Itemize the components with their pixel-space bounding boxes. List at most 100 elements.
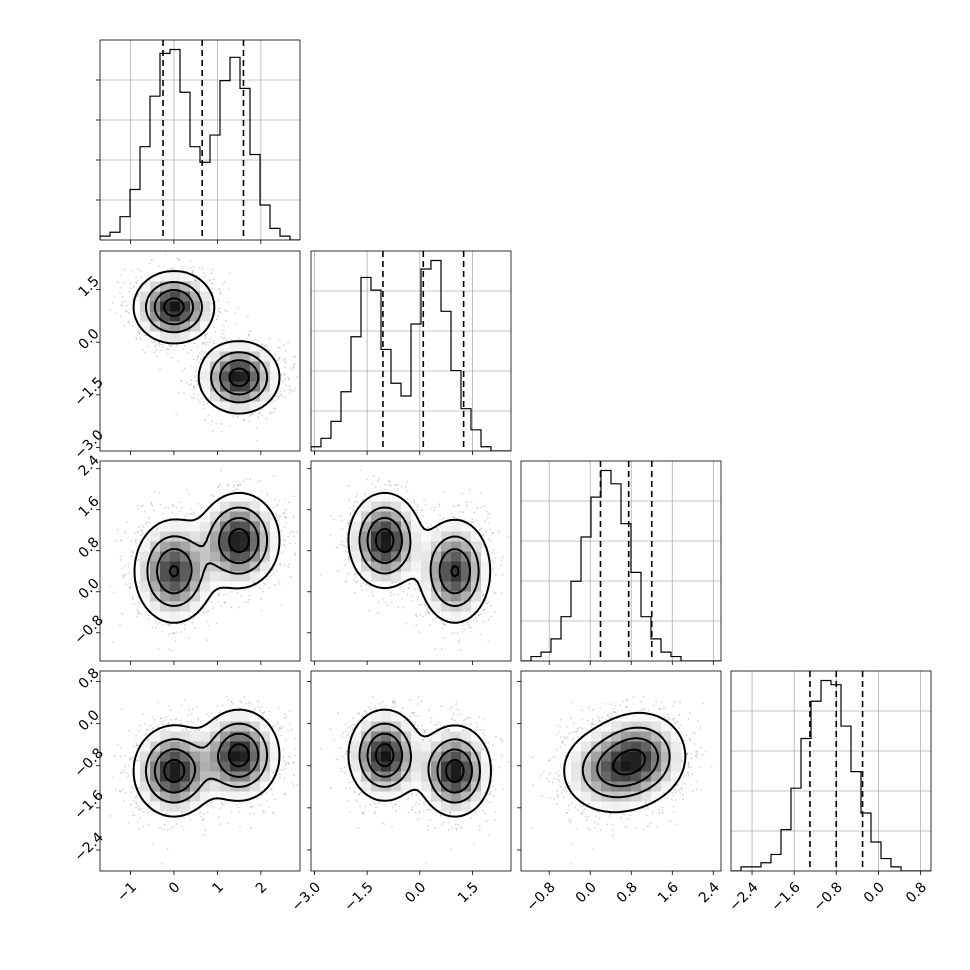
density-cell	[240, 351, 251, 362]
scatter-point	[292, 367, 295, 369]
scatter-point	[292, 366, 295, 368]
density-cell	[150, 331, 161, 342]
density-cell	[170, 321, 181, 332]
scatter-point	[170, 344, 173, 347]
scatter-point	[137, 329, 140, 332]
scatter-point	[175, 344, 178, 347]
scatter-point	[116, 281, 119, 283]
scatter-point	[166, 352, 169, 355]
scatter-point	[191, 271, 194, 274]
scatter-point	[268, 412, 271, 415]
scatter-point	[189, 266, 192, 269]
scatter-point	[230, 606, 233, 609]
scatter-point	[282, 538, 285, 541]
scatter-point	[120, 274, 122, 277]
scatter-point	[207, 610, 210, 612]
scatter-point	[293, 355, 295, 358]
density-cell	[260, 391, 271, 402]
scatter-point	[173, 267, 176, 270]
scatter-point	[127, 565, 130, 568]
scatter-point	[150, 501, 153, 504]
scatter-point	[192, 265, 195, 268]
scatter-point	[223, 329, 225, 332]
density-cell	[190, 311, 201, 322]
scatter-point	[133, 285, 136, 288]
scatter-point	[229, 591, 232, 593]
density-cell	[210, 351, 221, 362]
scatter-point	[196, 398, 199, 401]
scatter-point	[194, 627, 197, 629]
density-cell	[160, 321, 171, 332]
panel-frame	[99, 250, 301, 452]
scatter-point	[287, 341, 290, 344]
scatter-point	[127, 320, 130, 323]
scatter-point	[130, 270, 133, 273]
scatter-point	[148, 522, 151, 524]
scatter-point	[260, 408, 263, 411]
scatter-point	[204, 333, 207, 336]
contour-level-1	[144, 281, 269, 404]
scatter-point	[134, 540, 136, 542]
scatter-point	[257, 416, 260, 419]
scatter-point	[249, 330, 251, 333]
scatter-point	[155, 348, 158, 351]
scatter-point	[148, 262, 151, 265]
scatter-point	[209, 338, 212, 341]
density-cell	[260, 351, 271, 362]
scatter-point	[128, 290, 131, 293]
scatter-point	[284, 396, 287, 399]
scatter-point	[268, 349, 271, 352]
scatter-point	[169, 624, 171, 626]
scatter-point	[137, 268, 139, 271]
density-cell	[250, 361, 261, 372]
scatter-point	[113, 295, 116, 298]
scatter-point	[283, 512, 286, 515]
scatter-point	[287, 378, 290, 380]
scatter-point	[277, 580, 280, 583]
scatter-point	[141, 524, 144, 526]
scatter-point	[217, 315, 219, 318]
scatter-point	[121, 301, 124, 303]
scatter-point	[282, 380, 285, 383]
scatter-point	[120, 304, 123, 306]
scatter-point	[224, 309, 226, 312]
density-cell	[140, 291, 151, 302]
scatter-point	[131, 597, 134, 600]
density-cell	[150, 271, 161, 282]
scatter-point	[203, 403, 205, 406]
scatter-point	[277, 519, 280, 522]
scatter-point	[131, 298, 134, 301]
density-cell	[250, 371, 261, 382]
density-cell	[230, 351, 241, 362]
scatter-point	[293, 362, 296, 365]
scatter-point	[293, 390, 295, 393]
scatter-point	[226, 310, 228, 313]
density-cell	[240, 391, 251, 402]
scatter-point	[194, 342, 197, 345]
scatter-point	[221, 282, 224, 285]
scatter-point	[217, 486, 219, 489]
scatter-point	[139, 336, 142, 339]
scatter-point	[250, 412, 253, 415]
scatter-point	[203, 333, 206, 336]
scatter-point	[277, 358, 280, 361]
scatter-point	[119, 623, 121, 626]
scatter-point	[197, 355, 200, 358]
scatter-point	[129, 586, 132, 589]
density-cell	[270, 361, 281, 372]
y-tick-label: 0.0	[76, 326, 103, 353]
scatter-point	[219, 307, 222, 309]
scatter-point	[142, 349, 144, 351]
scatter-point	[281, 395, 284, 398]
density-cell	[130, 301, 141, 312]
scatter-point	[236, 415, 239, 417]
scatter-point	[268, 587, 271, 589]
scatter-point	[138, 333, 141, 335]
scatter-point	[248, 334, 251, 337]
density-cell	[240, 341, 251, 352]
scatter-point	[259, 598, 262, 600]
scatter-point	[300, 383, 302, 385]
scatter-point	[157, 521, 160, 523]
scatter-point	[278, 357, 281, 360]
density-cell	[180, 311, 191, 322]
